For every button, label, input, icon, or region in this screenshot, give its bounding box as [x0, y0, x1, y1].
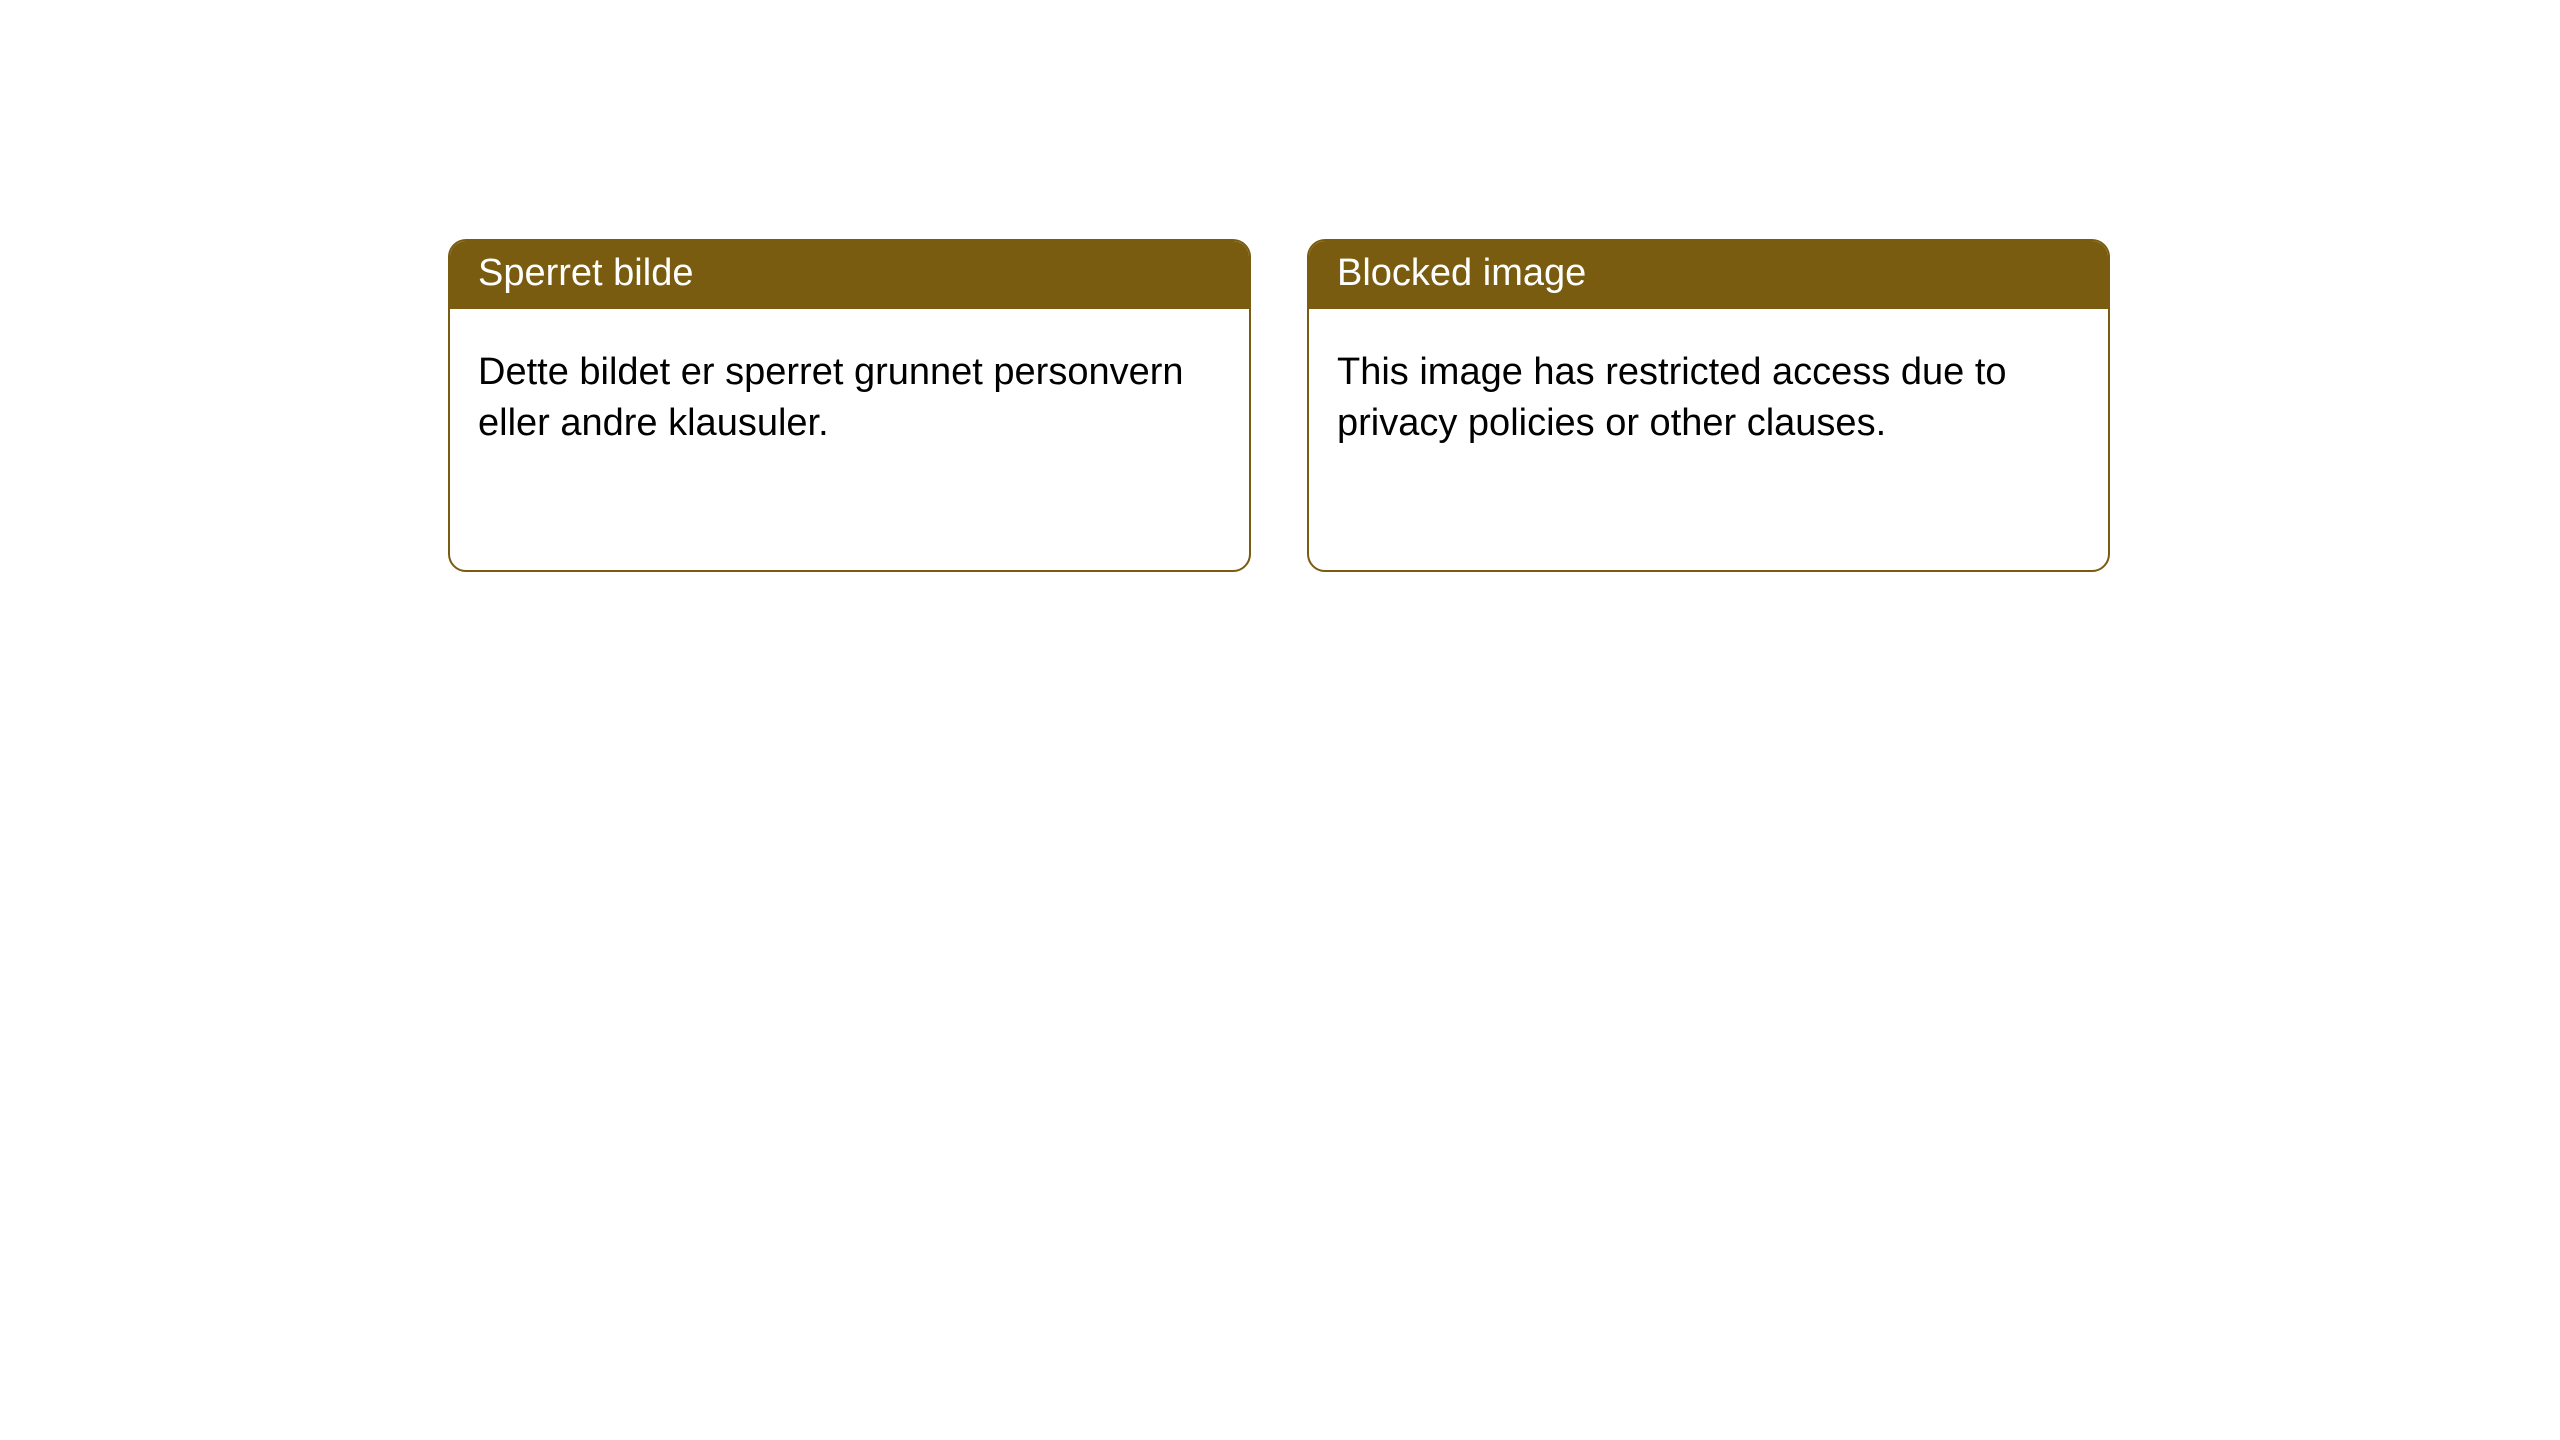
notice-title: Sperret bilde [450, 241, 1249, 309]
notice-body: Dette bildet er sperret grunnet personve… [450, 309, 1249, 478]
notice-title: Blocked image [1309, 241, 2108, 309]
notice-card-english: Blocked image This image has restricted … [1307, 239, 2110, 572]
notice-card-norwegian: Sperret bilde Dette bildet er sperret gr… [448, 239, 1251, 572]
notice-body: This image has restricted access due to … [1309, 309, 2108, 478]
notice-container: Sperret bilde Dette bildet er sperret gr… [448, 239, 2110, 572]
